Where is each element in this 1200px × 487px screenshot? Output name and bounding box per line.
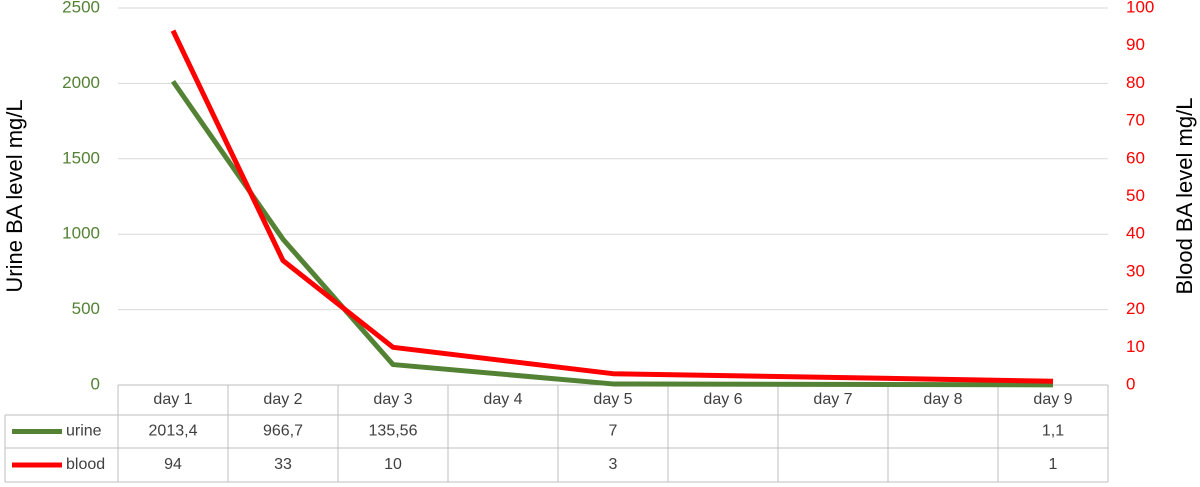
- y2-axis-title: Blood BA level mg/L: [1172, 98, 1197, 295]
- y-tick-label: 2000: [62, 73, 100, 92]
- x-tick-label: day 4: [483, 391, 522, 408]
- line: [170, 79, 1054, 388]
- y2-tick-label: 70: [1126, 111, 1145, 130]
- x-tick-label: day 3: [373, 391, 412, 408]
- value-label: 3: [609, 456, 618, 473]
- value-label: 1,1: [1042, 423, 1064, 440]
- y2-tick-label: 40: [1126, 224, 1145, 243]
- x-tick-label: day 6: [703, 391, 742, 408]
- y-tick-label: 1000: [62, 224, 100, 243]
- y2-tick-label: 90: [1126, 35, 1145, 54]
- y-tick-label: 0: [91, 374, 100, 393]
- y-tick-label: 500: [72, 299, 100, 318]
- y2-tick-label: 20: [1126, 299, 1145, 318]
- x-tick-label: day 9: [1033, 391, 1072, 408]
- value-label: 1: [1049, 456, 1058, 473]
- value-label: 966,7: [263, 423, 303, 440]
- y-tick-label: 1500: [62, 148, 100, 167]
- y2-tick-label: 80: [1126, 73, 1145, 92]
- y2-tick-label: 100: [1126, 0, 1154, 16]
- value-label: 33: [274, 456, 292, 473]
- value-label: 7: [609, 423, 618, 440]
- value-label: 94: [164, 456, 182, 473]
- line: [170, 29, 1054, 384]
- y2-tick-label: 10: [1126, 337, 1145, 356]
- x-tick-label: day 2: [263, 391, 302, 408]
- y2-tick-label: 0: [1126, 374, 1135, 393]
- x-tick-label: day 7: [813, 391, 852, 408]
- x-tick-label: day 8: [923, 391, 962, 408]
- y2-tick-label: 50: [1126, 186, 1145, 205]
- y-tick-label: 2500: [62, 0, 100, 16]
- legend-label: urine: [66, 423, 102, 440]
- value-label: 135,56: [369, 423, 418, 440]
- legend-label: blood: [66, 456, 105, 473]
- x-tick-label: day 5: [593, 391, 632, 408]
- y2-tick-label: 60: [1126, 148, 1145, 167]
- value-label: 2013,4: [149, 423, 198, 440]
- y-axis-title: Urine BA level mg/L: [2, 99, 27, 292]
- y2-tick-label: 30: [1126, 261, 1145, 280]
- x-tick-label: day 1: [153, 391, 192, 408]
- value-label: 10: [384, 456, 402, 473]
